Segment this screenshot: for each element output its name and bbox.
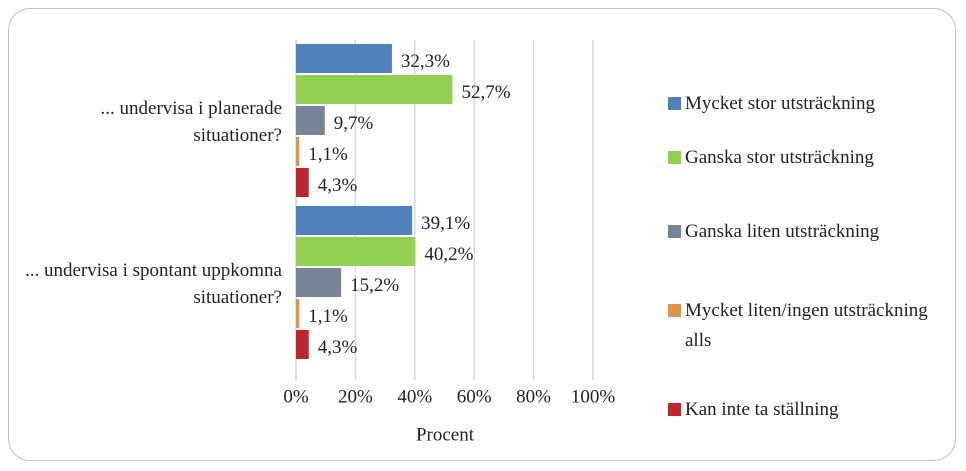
legend-item: Ganska liten utsträckning xyxy=(668,217,953,247)
value-label: 15,2% xyxy=(350,275,399,296)
legend-swatch xyxy=(668,403,681,416)
bar xyxy=(296,168,309,197)
value-label: 39,1% xyxy=(421,213,470,234)
legend-label: Ganska liten utsträckning xyxy=(685,221,880,242)
bar xyxy=(296,206,413,235)
value-label: 40,2% xyxy=(424,244,473,265)
legend-label: Mycket stor utsträckning xyxy=(685,93,875,114)
value-label: 4,3% xyxy=(318,175,358,196)
bar xyxy=(296,75,453,104)
bar xyxy=(296,330,309,359)
value-label: 1,1% xyxy=(308,306,348,327)
x-tick-label: 40% xyxy=(397,386,432,407)
x-axis-label: Procent xyxy=(416,424,475,445)
x-tick-label: 100% xyxy=(571,386,616,407)
legend-item: Mycket liten/ingen utsträckning alls xyxy=(668,296,953,356)
bar xyxy=(296,137,300,166)
legend-swatch xyxy=(668,225,681,238)
bar xyxy=(296,44,392,73)
legend-swatch xyxy=(668,304,681,317)
value-label: 1,1% xyxy=(308,144,348,165)
legend-label: Kan inte ta ställning xyxy=(685,399,839,420)
bar xyxy=(296,106,325,135)
x-tick-label: 0% xyxy=(283,386,309,407)
bar xyxy=(296,299,300,328)
legend-item: Ganska stor utsträckning xyxy=(668,143,953,173)
legend-swatch xyxy=(668,97,681,110)
value-label: 52,7% xyxy=(462,82,511,103)
legend-label: Ganska stor utsträckning xyxy=(685,147,874,168)
chart-frame xyxy=(8,8,956,461)
x-tick-label: 20% xyxy=(338,386,373,407)
value-label: 9,7% xyxy=(334,113,374,134)
legend-item: Mycket stor utsträckning xyxy=(668,89,953,119)
value-label: 4,3% xyxy=(318,337,358,358)
bar xyxy=(296,268,342,297)
legend-item: Kan inte ta ställning xyxy=(668,395,953,425)
x-tick-label: 80% xyxy=(516,386,551,407)
x-tick-label: 60% xyxy=(457,386,492,407)
legend-swatch xyxy=(668,151,681,164)
value-label: 32,3% xyxy=(401,51,450,72)
legend-label: Mycket liten/ingen utsträckning alls xyxy=(685,300,928,351)
category-label: ... undervisa i spontant uppkomna situat… xyxy=(25,259,282,308)
bar xyxy=(296,237,416,266)
category-label: ... undervisa i planerade situationer? xyxy=(100,97,282,146)
